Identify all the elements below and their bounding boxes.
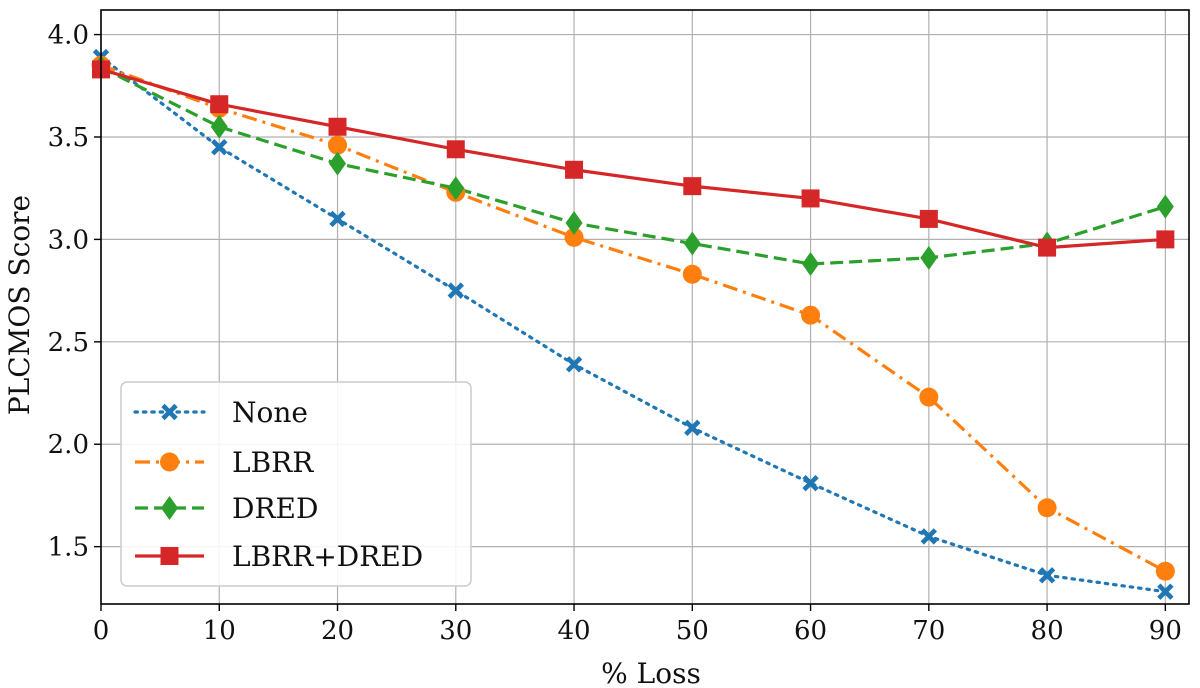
y-tick-label: 3.0	[48, 225, 89, 255]
y-axis-label: PLCMOS Score	[3, 195, 36, 415]
data-point-dred	[802, 251, 820, 276]
data-point-lbrr	[682, 264, 702, 284]
grid	[100, 10, 1189, 604]
data-point-dred	[1156, 194, 1174, 219]
data-point-lbrr	[1155, 561, 1175, 581]
data-point-lbrr-dred	[565, 160, 584, 179]
data-point-dred	[329, 151, 347, 176]
x-tick-label: 0	[93, 616, 110, 646]
series-line-dred	[100, 65, 1166, 266]
data-point-none	[329, 210, 346, 228]
y-tick-label: 2.0	[48, 430, 89, 460]
series-lines	[99, 55, 1167, 594]
legend-marker-dred	[161, 496, 178, 520]
x-tick-label: 90	[1149, 616, 1182, 646]
legend-label-lbrr: LBRR	[232, 446, 314, 479]
data-point-lbrr	[328, 135, 348, 155]
series-line-lbrr	[100, 63, 1167, 573]
x-tick-label: 60	[794, 616, 827, 646]
x-tick-label: 10	[203, 616, 236, 646]
data-point-lbrr-dred	[1038, 238, 1057, 257]
data-point-lbrr-dred	[919, 209, 938, 228]
data-point-lbrr	[801, 305, 821, 325]
data-point-none	[565, 356, 583, 373]
data-point-lbrr	[564, 227, 584, 247]
x-tick-label: 70	[912, 616, 945, 646]
data-point-lbrr-dred	[683, 177, 702, 196]
data-point-lbrr	[919, 387, 939, 407]
data-point-dred	[683, 231, 701, 256]
data-point-lbrr-dred	[328, 117, 347, 136]
x-tick-label: 40	[557, 616, 590, 646]
y-tick-label: 4.0	[48, 21, 89, 51]
legend-label-lbrr-dred: LBRR+DRED	[232, 540, 423, 573]
data-point-dred	[565, 211, 583, 236]
data-point-none	[920, 528, 938, 545]
legend-marker-lbrr-dred	[160, 547, 179, 565]
legend-box	[120, 381, 472, 587]
legend-marker-lbrr	[160, 452, 179, 472]
legend-marker-none	[161, 403, 178, 421]
plot-frame	[100, 9, 1190, 605]
data-point-lbrr-dred	[446, 140, 465, 159]
x-axis-label: % Loss	[601, 657, 701, 688]
x-tick-label: 20	[321, 616, 354, 646]
data-point-lbrr-dred	[801, 189, 820, 208]
data-point-none	[211, 139, 228, 156]
data-point-none	[684, 419, 701, 437]
data-point-none	[447, 282, 464, 299]
series-line-lbrr-dred	[100, 67, 1166, 250]
data-point-lbrr-dred	[1156, 230, 1175, 249]
data-point-none	[802, 474, 819, 492]
legend: None LBRR DRED LBRR+DRED	[120, 381, 472, 587]
x-tick-label: 30	[439, 616, 472, 646]
y-tick-label: 2.5	[48, 328, 89, 358]
legend-label-dred: DRED	[232, 492, 318, 525]
x-tick-label: 80	[1031, 616, 1064, 646]
series-line-none	[99, 55, 1167, 594]
legend-label-none: None	[232, 396, 308, 429]
data-point-dred	[920, 245, 938, 270]
data-point-lbrr-dred	[210, 95, 229, 114]
data-point-none	[1157, 583, 1174, 600]
data-point-dred	[447, 176, 465, 201]
y-tick-label: 1.5	[48, 533, 89, 563]
data-point-lbrr	[1037, 498, 1057, 518]
data-point-dred	[210, 114, 228, 139]
x-tick-label: 50	[676, 616, 709, 646]
data-point-none	[1038, 567, 1056, 584]
axis-ticks: 0 10 20 30 40 50 60 70 80 90 1.5 2.0 2.5 3.0 3.5 4.0	[48, 21, 1182, 646]
y-tick-label: 3.5	[48, 123, 89, 153]
